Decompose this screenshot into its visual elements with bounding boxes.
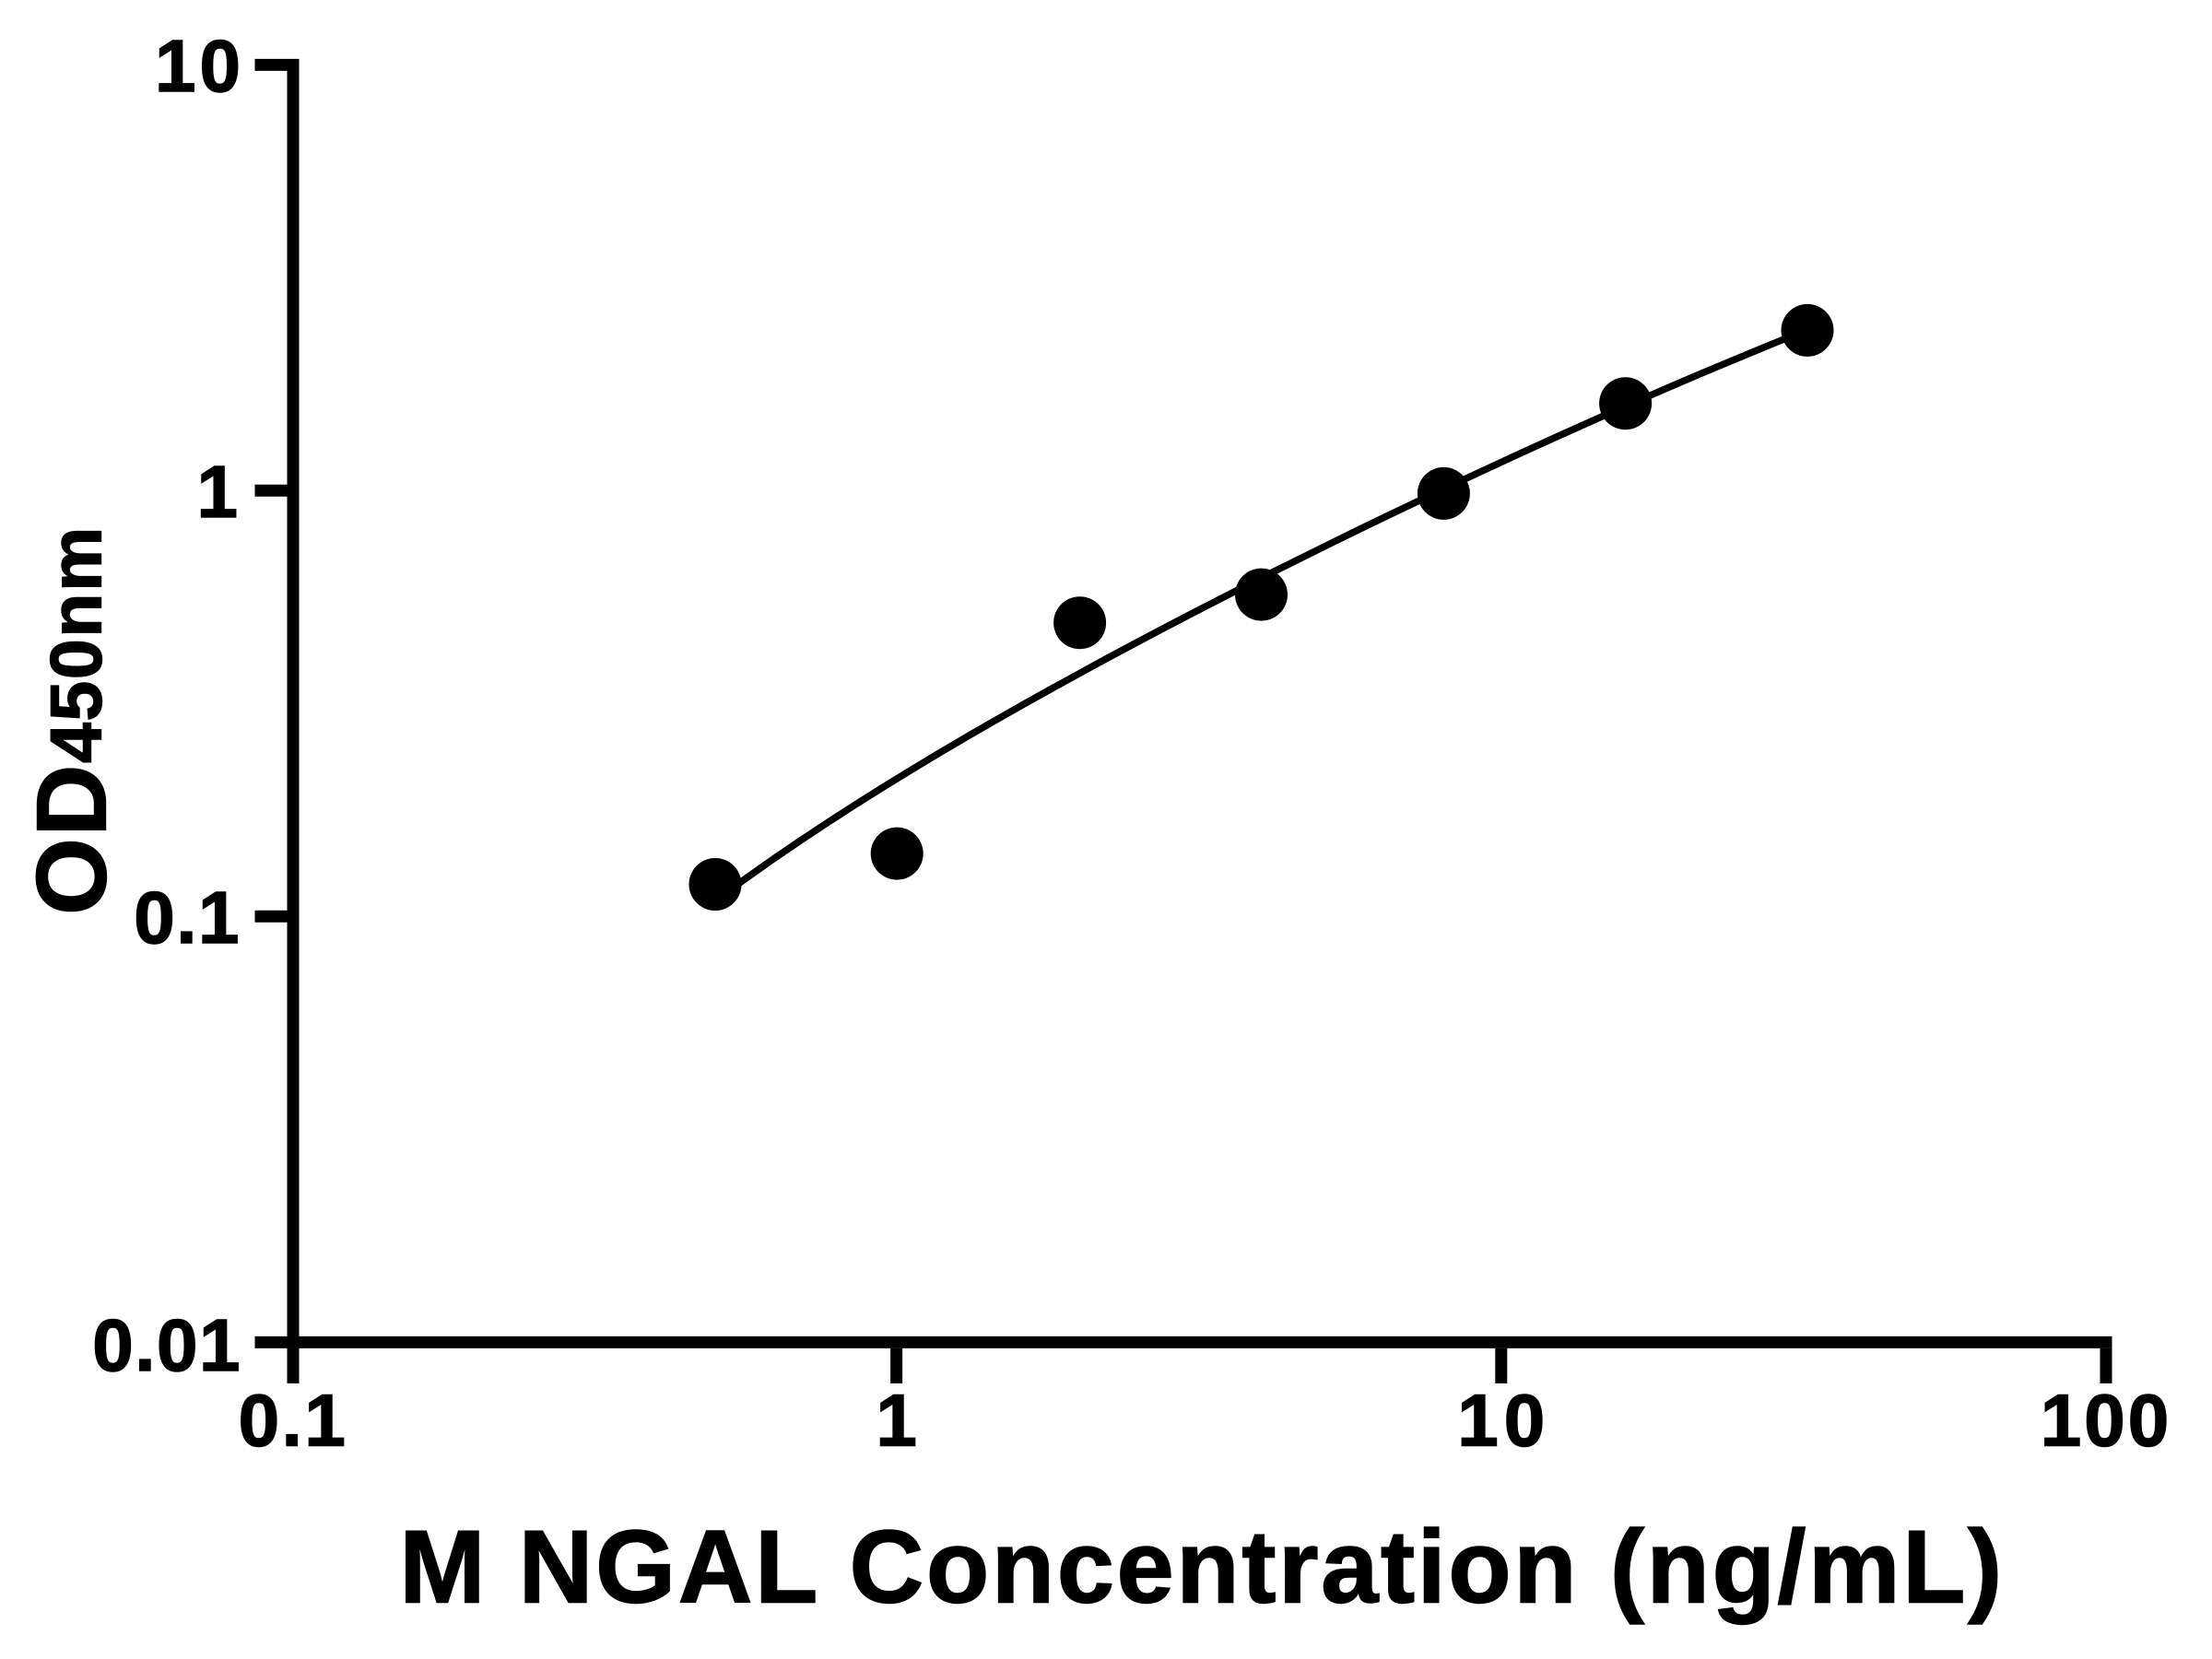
svg-text:1: 1 bbox=[876, 1380, 917, 1462]
svg-text:0.1: 0.1 bbox=[239, 1380, 348, 1462]
svg-text:0.01: 0.01 bbox=[92, 1304, 241, 1386]
svg-text:10: 10 bbox=[155, 25, 244, 107]
svg-text:0.1: 0.1 bbox=[134, 877, 241, 959]
svg-text:1: 1 bbox=[197, 451, 239, 533]
svg-text:M NGAL Concentration (ng/mL): M NGAL Concentration (ng/mL) bbox=[399, 1510, 2005, 1625]
svg-text:10: 10 bbox=[1457, 1380, 1550, 1462]
svg-text:100: 100 bbox=[2041, 1380, 2171, 1462]
